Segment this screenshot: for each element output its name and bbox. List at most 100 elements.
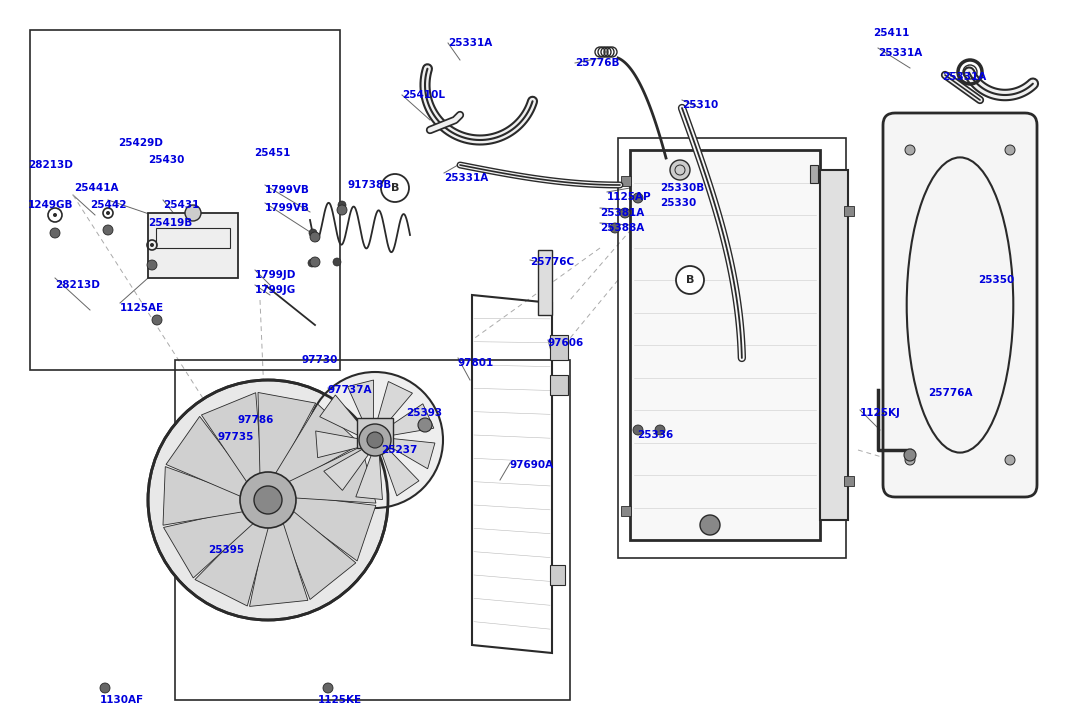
Text: 28213D: 28213D [55,280,100,290]
Text: 25393: 25393 [406,408,442,418]
Bar [357,418,393,448]
Circle shape [50,228,60,238]
Circle shape [338,201,346,209]
Text: 1249GB: 1249GB [28,200,74,210]
Text: 1125KJ: 1125KJ [860,408,901,418]
Text: 25331A: 25331A [942,72,986,82]
Circle shape [633,425,643,435]
Polygon shape [319,395,364,436]
Circle shape [1005,455,1015,465]
Circle shape [148,380,388,620]
Polygon shape [292,496,376,561]
Bar [156,228,230,248]
Text: 97737A: 97737A [328,385,372,395]
Text: 25430: 25430 [148,155,185,165]
Text: 25237: 25237 [381,445,417,455]
Polygon shape [316,431,361,458]
Polygon shape [382,449,419,496]
Text: 91738B: 91738B [348,180,392,190]
Circle shape [700,515,720,535]
Circle shape [418,418,432,432]
Circle shape [633,193,643,203]
Polygon shape [289,446,376,503]
Text: B: B [391,183,400,193]
Text: 1125KE: 1125KE [318,695,362,705]
Bar [550,335,568,360]
Circle shape [337,205,348,215]
Circle shape [240,472,296,528]
Circle shape [905,145,915,155]
Text: 1799VB: 1799VB [265,203,310,213]
Text: 1125AP: 1125AP [607,192,652,202]
Circle shape [310,232,320,242]
Text: 25776C: 25776C [530,257,574,267]
Polygon shape [201,393,262,482]
Circle shape [106,211,110,215]
Polygon shape [195,523,268,606]
Bar [148,213,238,278]
Polygon shape [166,417,249,497]
Text: B: B [686,275,694,285]
Circle shape [610,223,620,233]
Text: 25331A: 25331A [877,48,922,58]
Polygon shape [250,523,308,606]
Circle shape [310,229,317,237]
Circle shape [310,257,320,267]
Bar [618,138,846,558]
Bar [630,150,820,540]
Circle shape [185,205,201,221]
Bar [621,176,631,186]
Text: 97801: 97801 [458,358,494,368]
Bar [621,506,631,516]
Bar [538,250,552,315]
Circle shape [152,315,162,325]
Text: 25331A: 25331A [449,38,492,48]
Polygon shape [324,449,368,491]
Polygon shape [376,382,413,427]
Text: 25331A: 25331A [444,173,489,183]
Text: 28213D: 28213D [28,160,73,170]
Text: 97690A: 97690A [510,460,554,470]
FancyBboxPatch shape [883,113,1037,497]
Text: 25776A: 25776A [929,388,972,398]
Text: 1125AE: 1125AE [119,303,164,313]
Circle shape [675,266,704,294]
Polygon shape [258,393,316,474]
Text: 25441A: 25441A [74,183,118,193]
Text: 97730: 97730 [302,355,339,365]
Text: 25330B: 25330B [660,183,704,193]
Text: 25395: 25395 [209,545,244,555]
Text: 97735: 97735 [218,432,254,442]
Text: 25336: 25336 [637,430,673,440]
Circle shape [367,432,383,448]
Circle shape [905,455,915,465]
Text: 25431: 25431 [163,200,200,210]
Text: 25776B: 25776B [574,58,619,68]
Bar [550,375,568,395]
Text: 1799JG: 1799JG [255,285,296,295]
Text: 25419B: 25419B [148,218,192,228]
Text: 25451: 25451 [254,148,290,158]
Circle shape [359,424,391,456]
Polygon shape [348,380,374,427]
Text: 1799JD: 1799JD [255,270,296,280]
Text: 25411: 25411 [873,28,909,38]
Text: 25388A: 25388A [599,223,644,233]
Circle shape [381,174,409,202]
Polygon shape [163,467,242,525]
Circle shape [307,372,443,508]
Circle shape [147,260,157,270]
Circle shape [53,213,56,217]
Text: 25410L: 25410L [402,90,445,100]
Bar [30,30,340,370]
Polygon shape [276,404,361,483]
Circle shape [323,683,333,693]
Bar [820,170,848,520]
Bar [844,476,854,486]
Text: 25442: 25442 [90,200,126,210]
Text: 1130AF: 1130AF [100,695,144,705]
Polygon shape [356,455,382,499]
Circle shape [333,258,341,266]
Bar [844,206,854,216]
Bar [550,565,565,585]
